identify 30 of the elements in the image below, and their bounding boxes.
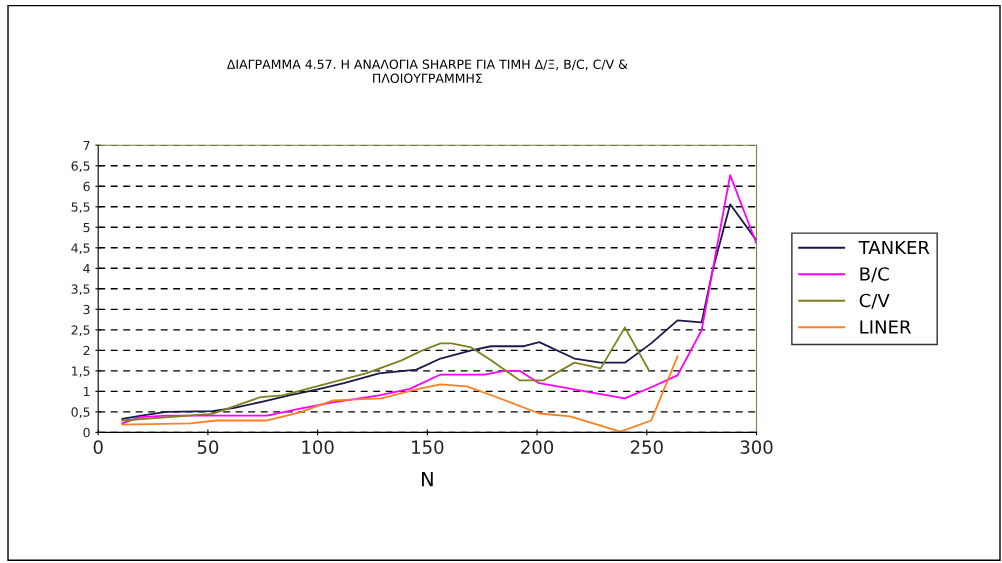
y-tick-label: 7 [83,140,90,150]
x-tick-label: 100 [302,440,334,454]
y-tick-label: 6,5 [71,161,90,172]
x-axis-title: N [421,471,433,487]
y-tick-label: 1,5 [72,366,90,378]
y-tick-label: 3,5 [71,284,90,296]
x-tick-label: 200 [521,440,554,454]
x-tick-label: 250 [630,440,663,454]
y-tick-label: 3 [83,304,90,315]
y-tick-label: 5,5 [71,202,90,213]
y-tick-label: 1 [83,387,90,397]
x-tick-label: 300 [740,440,773,454]
y-tick-label: 4 [83,263,90,274]
x-tick-label: 0 [93,440,103,454]
y-tick-label: 4,5 [71,243,90,254]
legend-label: C/V [859,293,890,309]
y-tick-label: 6 [83,181,90,192]
y-tick-label: 2 [83,345,90,356]
x-tick-label: 50 [197,440,219,454]
line-series [121,355,679,433]
y-tick-label: 2,5 [71,325,90,337]
chart-title: ΔΙΑΓΡΑΜΜΑ 4.57. Η ΑΝΑΛΟΓΙΑ SHARPE ΓΙΑ ΤΙΜΗ Δ/Ξ, B/C, C/V & ΠΛΟΙΟΥΓΡΑΜΜΗΣ [226,59,628,83]
legend-label: B/C [860,267,889,283]
y-tick-label: 0,5 [71,407,90,419]
y-tick-label: 5 [83,222,90,233]
line-series [121,326,650,422]
x-tick-label: 150 [412,440,444,454]
legend-label: LINER [860,320,911,334]
y-tick-label: 0 [83,427,90,438]
legend-label: TANKER [858,240,930,255]
